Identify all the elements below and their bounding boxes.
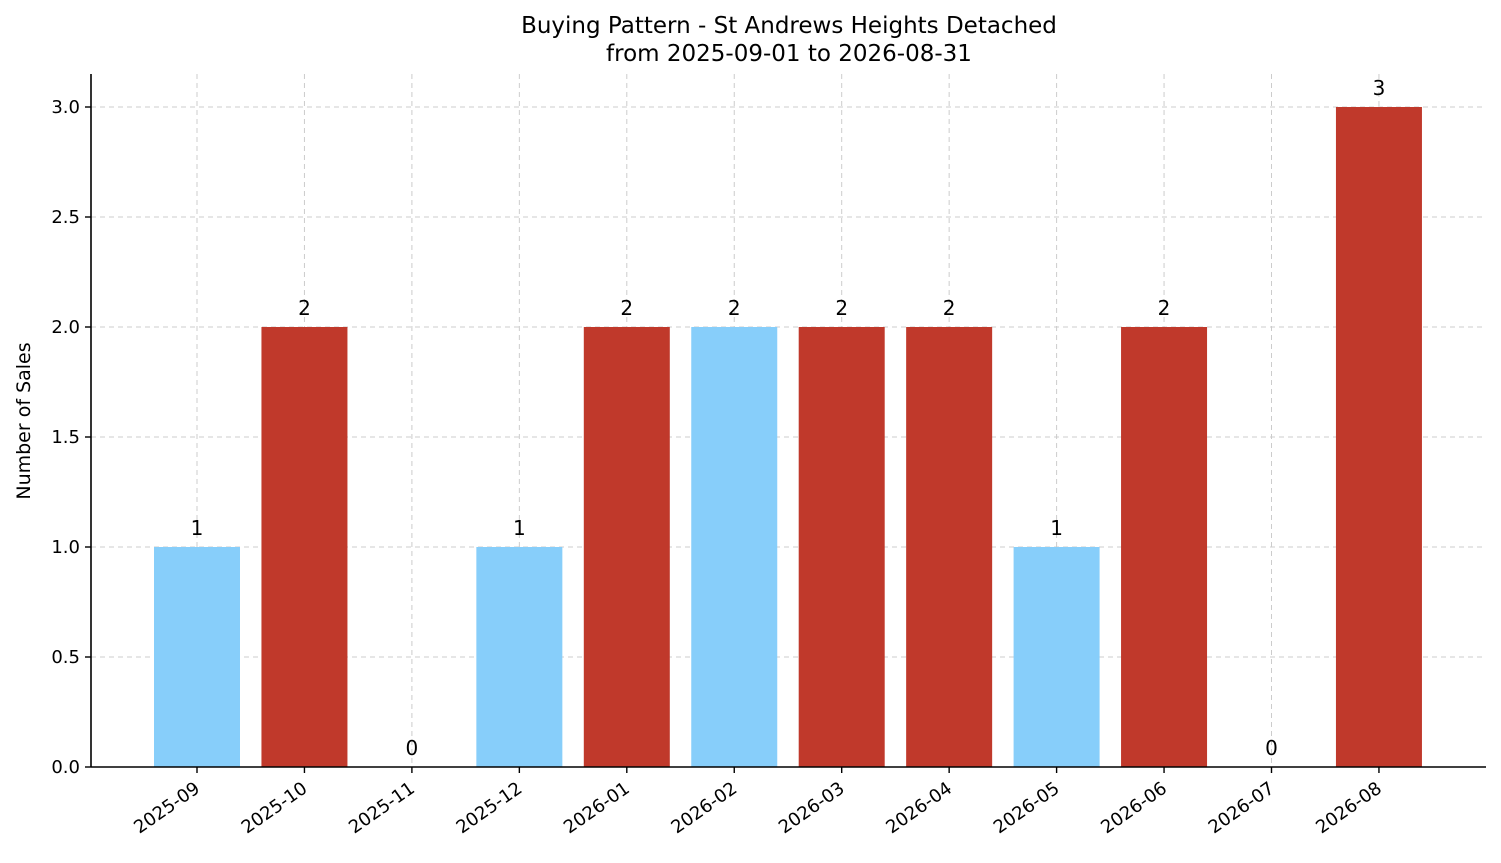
x-tick-label-2026-01: 2026-01 <box>560 778 634 838</box>
bar-2025-10 <box>261 327 348 767</box>
x-tick-label-2025-11: 2025-11 <box>345 778 419 838</box>
x-tick-label-2025-12: 2025-12 <box>453 778 527 838</box>
x-tick-label-2026-06: 2026-06 <box>1097 778 1171 838</box>
data-label-2026-02: 2 <box>728 296 741 320</box>
bar-2025-12 <box>476 547 563 767</box>
x-tick-label-2026-07: 2026-07 <box>1205 778 1279 838</box>
data-label-2026-07: 0 <box>1265 736 1278 760</box>
y-tick-label: 3.0 <box>51 97 80 118</box>
y-tick-label: 1.0 <box>51 537 80 558</box>
data-label-2025-10: 2 <box>298 296 311 320</box>
x-tick-label-2026-02: 2026-02 <box>667 778 741 838</box>
bar-2025-09 <box>154 547 240 767</box>
y-axis-label: Number of Sales <box>13 342 35 499</box>
y-tick-label: 0.0 <box>51 757 80 778</box>
data-label-2025-12: 1 <box>513 516 526 540</box>
y-tick-label: 2.5 <box>51 207 80 228</box>
y-tick-label: 2.0 <box>51 317 80 338</box>
x-tick-label-2025-09: 2025-09 <box>130 778 204 838</box>
x-tick-label-2026-05: 2026-05 <box>990 778 1064 838</box>
x-tick-label-2025-10: 2025-10 <box>238 778 312 838</box>
data-label-2026-08: 3 <box>1373 76 1386 100</box>
bar-2026-08 <box>1335 107 1422 767</box>
bar-2026-05 <box>1013 547 1100 767</box>
x-tick-label-2026-08: 2026-08 <box>1312 778 1386 838</box>
bar-2026-06 <box>1121 327 1208 767</box>
y-tick-label: 1.5 <box>51 427 80 448</box>
data-label-2026-06: 2 <box>1158 296 1171 320</box>
data-label-2026-03: 2 <box>835 296 848 320</box>
bar-2026-01 <box>583 327 670 767</box>
bar-2026-02 <box>691 327 778 767</box>
bar-2026-03 <box>798 327 885 767</box>
data-labels: 1 2 0 1 2 2 2 2 1 2 0 3 <box>191 76 1386 760</box>
data-label-2026-04: 2 <box>943 296 956 320</box>
data-label-2026-05: 1 <box>1050 516 1063 540</box>
chart-subtitle: from 2025-09-01 to 2026-08-31 <box>606 41 972 67</box>
data-label-2026-01: 2 <box>620 296 633 320</box>
data-label-2025-09: 1 <box>191 516 204 540</box>
bars <box>154 107 1422 767</box>
data-label-2025-11: 0 <box>406 736 419 760</box>
bar-2026-04 <box>906 327 993 767</box>
chart-title: Buying Pattern - St Andrews Heights Deta… <box>521 13 1057 39</box>
x-tick-label-2026-03: 2026-03 <box>775 778 849 838</box>
y-tick-label: 0.5 <box>51 647 80 668</box>
x-tick-label-2026-04: 2026-04 <box>882 778 956 838</box>
